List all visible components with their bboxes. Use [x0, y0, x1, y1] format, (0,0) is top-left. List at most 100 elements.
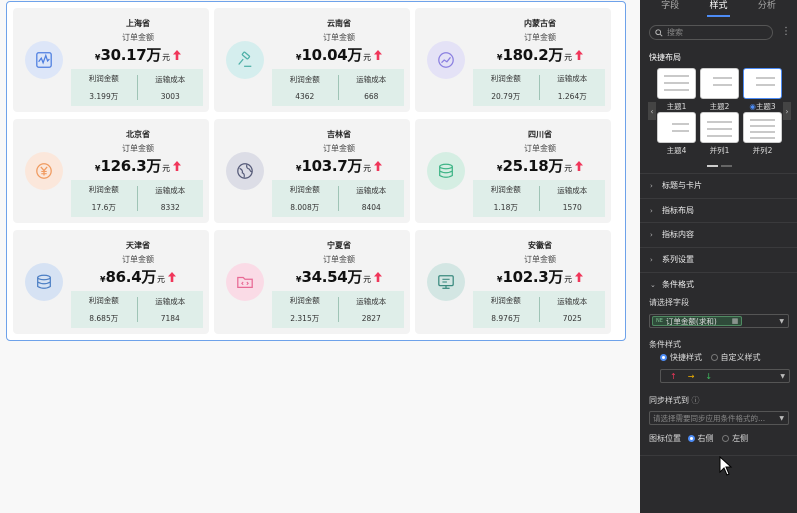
tab-style[interactable]: 样式: [707, 1, 730, 17]
kpi-card: 四川省 订单金额 ¥25.18万元 利润金额 1.18万 运输成本 1570: [415, 119, 611, 223]
tab-analysis[interactable]: 分析: [757, 1, 776, 11]
sub-metrics: 利润金额 17.6万 运输成本 8332: [71, 180, 203, 217]
metric-value: ¥25.18万元: [472, 155, 608, 176]
theme-thumbnails: 主题1 主题2 ◉主题3 主题4 并列1 并列2: [657, 68, 783, 156]
kpi-card: 安徽省 订单金额 ¥102.3万元 利润金额 8.976万 运输成本 7025: [415, 230, 611, 334]
arrow-up-icon: [374, 50, 383, 60]
theme-parallel-2[interactable]: 并列2: [743, 112, 782, 156]
amount: 103.7万: [301, 157, 363, 175]
sync-select[interactable]: 请选择需要同步应用条件格式的... ▼: [649, 411, 789, 425]
metric-label: 订单金额: [524, 144, 556, 153]
shipping-cost-label: 运输成本: [155, 297, 186, 306]
amount: 86.4万: [105, 268, 157, 286]
choose-field-label: 请选择字段: [649, 298, 689, 307]
trend-icon: [427, 41, 465, 79]
theme-4[interactable]: 主题4: [657, 112, 696, 156]
more-options-icon[interactable]: ⋮: [781, 26, 791, 37]
amount: 34.54万: [301, 268, 363, 286]
info-icon[interactable]: ⓘ: [691, 396, 700, 405]
sub-metrics: 利润金额 8.976万 运输成本 7025: [473, 291, 605, 328]
code-folder-icon: [226, 263, 264, 301]
mouse-cursor-icon: [719, 456, 733, 476]
metric-label: 订单金额: [122, 255, 154, 264]
kpi-card: 内蒙古省 订单金额 ¥180.2万元 利润金额 20.79万 运输成本 1.264万: [415, 8, 611, 112]
right-radio[interactable]: 右侧: [687, 434, 714, 443]
shipping-cost-value: 1570: [562, 203, 582, 212]
custom-style-radio[interactable]: 自定义样式: [710, 353, 761, 362]
province-name: 北京省: [126, 130, 150, 139]
profit-value: 3.199万: [89, 92, 119, 101]
shipping-cost-label: 运输成本: [356, 186, 387, 195]
database-icon: [427, 152, 465, 190]
section-series-settings[interactable]: › 系列设置: [640, 247, 797, 271]
chevron-down-icon: ▼: [779, 414, 784, 422]
theme-parallel-1[interactable]: 并列1: [700, 112, 739, 156]
shipping-cost-value: 8332: [160, 203, 180, 212]
shipping-cost-value: 668: [364, 92, 379, 101]
metric-label: 订单金额: [524, 33, 556, 42]
sub-metrics: 利润金额 8.685万 运输成本 7184: [71, 291, 203, 328]
profit-value: 8.976万: [491, 314, 521, 323]
profit-label: 利润金额: [88, 185, 119, 194]
kpi-card-component[interactable]: 上海省 订单金额 ¥30.17万元 利润金额 3.199万 运输成本 3003 云南…: [6, 1, 626, 341]
carousel-dots: [707, 165, 732, 167]
shipping-cost-value: 1.264万: [557, 92, 587, 101]
shipping-cost-value: 7025: [562, 314, 582, 323]
profit-label: 利润金额: [289, 185, 320, 194]
section-conditional-format[interactable]: ⌄ 条件格式: [640, 272, 797, 296]
arrow-up-icon: [575, 50, 584, 60]
quick-layout-title: 快捷布局: [649, 53, 681, 62]
province-name: 吉林省: [327, 130, 351, 139]
profit-value: 2.315万: [290, 314, 320, 323]
shipping-cost-value: 8404: [361, 203, 381, 212]
arrow-up-icon: [168, 272, 177, 282]
section-metric-layout[interactable]: › 指标布局: [640, 198, 797, 222]
arrow-down-icon: ↓: [705, 371, 713, 381]
field-select[interactable]: NE 订单金额(求和) ▦ ▼: [649, 314, 789, 328]
profit-label: 利润金额: [289, 296, 320, 305]
metric-label: 订单金额: [122, 33, 154, 42]
left-radio[interactable]: 左侧: [722, 434, 748, 443]
kpi-card: 北京省 订单金额 ¥126.3万元 利润金额 17.6万 运输成本 8332: [13, 119, 209, 223]
chevron-left-icon[interactable]: ‹: [648, 102, 656, 120]
shipping-cost-label: 运输成本: [557, 297, 588, 306]
kpi-grid: 上海省 订单金额 ¥30.17万元 利润金额 3.199万 运输成本 3003 云南…: [13, 8, 611, 334]
amount: 25.18万: [502, 157, 564, 175]
profit-label: 利润金额: [490, 296, 521, 305]
amount: 180.2万: [502, 46, 564, 64]
quick-style-radio[interactable]: 快捷样式: [660, 353, 702, 362]
kpi-card: 吉林省 订单金额 ¥103.7万元 利润金额 8.008万 运输成本 8404: [214, 119, 410, 223]
grid-icon: ▦: [731, 317, 739, 325]
profit-value: 8.685万: [89, 314, 119, 323]
theme-1[interactable]: 主题1: [657, 68, 696, 112]
theme-3[interactable]: ◉主题3: [743, 68, 782, 112]
metric-label: 订单金额: [323, 144, 355, 153]
sub-metrics: 利润金额 2.315万 运输成本 2827: [272, 291, 404, 328]
metric-label: 订单金额: [524, 255, 556, 264]
chevron-right-icon[interactable]: ›: [783, 102, 791, 120]
chevron-right-icon: ›: [650, 181, 653, 190]
amount: 102.3万: [502, 268, 564, 286]
metric-value: ¥10.04万元: [271, 44, 407, 65]
amount: 30.17万: [100, 46, 162, 64]
arrow-up-icon: ↑: [670, 371, 677, 381]
amount: 126.3万: [100, 157, 162, 175]
arrow-up-icon: [575, 161, 584, 171]
arrow-up-icon: [374, 161, 383, 171]
tab-fields[interactable]: 字段: [661, 1, 680, 11]
arrow-right-icon: →: [687, 371, 695, 381]
theme-2[interactable]: 主题2: [700, 68, 739, 112]
arrow-up-icon: [374, 272, 383, 282]
section-metric-content[interactable]: › 指标内容: [640, 222, 797, 246]
sub-metrics: 利润金额 8.008万 运输成本 8404: [272, 180, 404, 217]
sub-metrics: 利润金额 4362 运输成本 668: [272, 69, 404, 106]
metric-value: ¥102.3万元: [472, 266, 608, 287]
search-input[interactable]: 搜索: [649, 25, 773, 40]
kpi-card: 云南省 订单金额 ¥10.04万元 利润金额 4362 运输成本 668: [214, 8, 410, 112]
arrow-style-select[interactable]: ↑ → ↓ ▼: [660, 369, 790, 383]
chevron-down-icon: ▼: [780, 372, 785, 380]
province-name: 内蒙古省: [524, 19, 556, 28]
section-title-card[interactable]: › 标题与卡片: [640, 173, 797, 197]
shipping-cost-value: 3003: [160, 92, 180, 101]
search-icon: [655, 28, 663, 37]
